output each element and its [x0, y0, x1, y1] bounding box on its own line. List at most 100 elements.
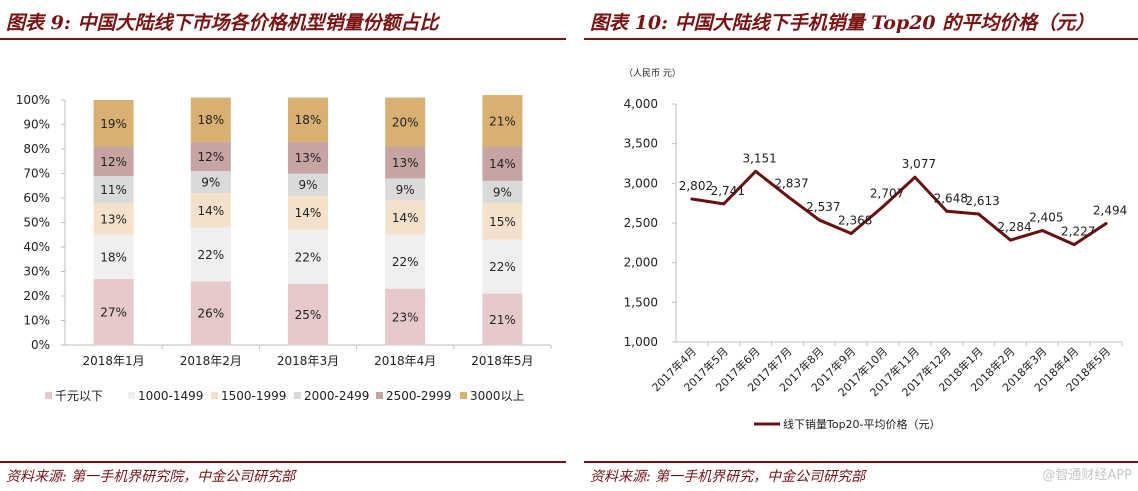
left-panel: 图表 9: 中国大陆线下市场各价格机型销量份额占比 0% 10% 20% 30% 40%… — [0, 0, 566, 491]
bar-segment — [385, 97, 426, 147]
bar-segment — [190, 193, 231, 228]
point-data-label: 2,494 — [1093, 203, 1127, 217]
legend-label: 1500-1999 — [221, 389, 286, 403]
stacked-bar-chart: 0% 10% 20% 30% 40% 50% 60% 70% 80% 90% 100% 27% 18% 1… — [16, 93, 552, 403]
bar-segment — [385, 178, 426, 201]
point-data-label: 3,077 — [902, 157, 936, 171]
bar-data-label: 14% — [392, 211, 419, 225]
x-tick-label: 2018年1月 — [83, 354, 145, 368]
bar-data-label: 27% — [100, 305, 127, 319]
bar-data-label: 26% — [197, 307, 224, 321]
x-tick-label: 2018年3月 — [277, 354, 339, 368]
bar-segment — [482, 293, 523, 345]
bar-segment — [93, 278, 134, 345]
point-data-label: 2,802 — [679, 179, 713, 193]
bar-segment — [190, 141, 231, 172]
bar-segment — [288, 229, 328, 284]
bar-data-label: 23% — [392, 310, 419, 324]
bar-segment — [482, 202, 523, 240]
data-point — [849, 231, 853, 235]
bar-data-label: 19% — [100, 117, 127, 131]
legend-label: 2500-2999 — [386, 389, 451, 403]
right-chart-title: 图表 10: 中国大陆线下手机销量 Top20 的平均价格（元） — [590, 12, 1095, 34]
series-line — [691, 169, 1107, 247]
bar-segment — [190, 171, 231, 194]
bar-segment — [385, 288, 426, 345]
y-tick-label: 30% — [23, 265, 50, 279]
point-data-label: 2,537 — [806, 200, 840, 214]
bar-segment — [93, 146, 134, 176]
y-tick-label: 60% — [23, 191, 50, 205]
bar-segment — [385, 200, 426, 235]
y-tick-label: 3,500 — [624, 137, 658, 151]
bar-segment — [482, 146, 523, 181]
bar-segment — [93, 100, 134, 147]
data-point — [817, 218, 821, 222]
bar-data-label: 9% — [493, 185, 512, 199]
bar-segment — [482, 239, 523, 294]
data-point — [1040, 229, 1044, 233]
y-tick-label: 80% — [23, 142, 50, 156]
bar-segment — [93, 234, 134, 279]
data-point — [1009, 238, 1012, 242]
y-tick-label: 3,000 — [624, 176, 658, 190]
left-chart-title: 图表 9: 中国大陆线下市场各价格机型销量份额占比 — [6, 12, 439, 34]
bar-data-label: 22% — [489, 260, 516, 274]
bar-data-label: 21% — [489, 114, 516, 128]
y-tick-label: 0% — [31, 338, 50, 352]
point-data-label: 3,151 — [742, 151, 776, 165]
x-tick-label: 2018年2月 — [180, 354, 242, 368]
point-data-label: 2,405 — [1029, 211, 1063, 225]
bar-data-label: 9% — [201, 176, 220, 190]
bar-segment — [482, 95, 523, 147]
bar-data-label: 13% — [392, 156, 419, 170]
bar-segment — [190, 281, 231, 345]
y-tick-label: 70% — [23, 167, 50, 181]
y-tick-label: 90% — [23, 118, 50, 132]
legend-label: 2000-2499 — [304, 389, 369, 403]
x-tick-label: 2018年5月 — [471, 354, 533, 368]
bar-data-label: 13% — [295, 151, 322, 165]
data-point — [722, 202, 726, 206]
bar-data-label: 14% — [197, 204, 224, 218]
legend-swatch — [128, 392, 135, 399]
point-data-label: 2,707 — [870, 187, 904, 201]
bar-data-label: 18% — [295, 113, 322, 127]
bar-data-label: 25% — [295, 308, 322, 322]
left-title-rule — [0, 38, 566, 40]
bar-segment — [190, 227, 231, 282]
y-tick-label: 20% — [23, 289, 50, 303]
bar-data-label: 13% — [100, 212, 127, 226]
bar-segment — [288, 141, 328, 174]
y-unit-label: （人民币 元） — [624, 68, 681, 79]
point-data-label: 2,227 — [1061, 225, 1095, 239]
legend-swatch — [211, 392, 218, 399]
point-data-label: 2,368 — [838, 213, 872, 227]
right-panel: 图表 10: 中国大陆线下手机销量 Top20 的平均价格（元） （人民币 元）… — [584, 0, 1138, 491]
bar-data-label: 18% — [197, 113, 224, 127]
data-point — [690, 197, 694, 201]
point-data-label: 2,837 — [774, 176, 808, 190]
legend-swatch — [376, 392, 383, 399]
point-data-label: 2,613 — [965, 194, 999, 208]
bar-segment — [288, 283, 328, 345]
x-tick-label: 2018年4月 — [374, 354, 436, 368]
bar-segment — [288, 195, 328, 230]
bar-data-label: 9% — [396, 183, 415, 197]
data-point — [754, 169, 758, 173]
legend-swatch — [45, 392, 52, 399]
bar-data-label: 21% — [489, 313, 516, 327]
y-tick-label: 50% — [23, 216, 50, 230]
point-data-label: 2,741 — [711, 184, 745, 198]
y-tick-label: 1,000 — [624, 335, 658, 349]
y-tick-label: 2,500 — [624, 216, 658, 230]
line-chart: （人民币 元） 1,000 1,500 2,000 2,500 3,000 3,500 4,0… — [624, 68, 1128, 431]
legend-label: 线下销量Top20-平均价格（元） — [783, 417, 941, 431]
bar-segment — [385, 234, 426, 289]
right-title-rule — [584, 38, 1138, 40]
data-point — [786, 194, 789, 198]
left-source-rule — [0, 461, 566, 463]
right-source-rule — [584, 461, 1138, 463]
data-point — [1104, 221, 1108, 225]
bar-data-label: 22% — [197, 248, 224, 262]
